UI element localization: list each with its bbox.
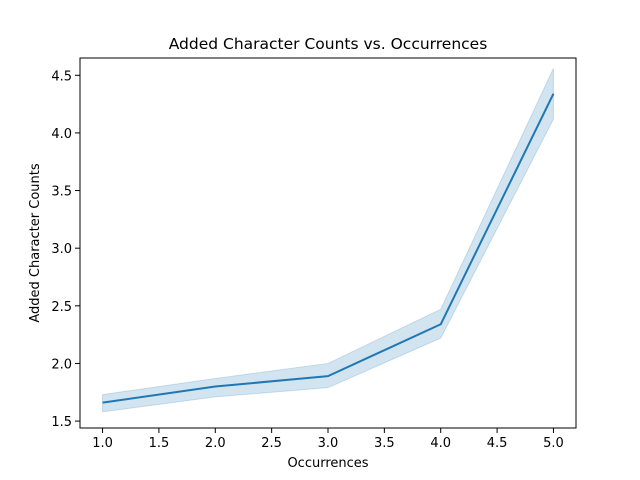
x-tick-label: 4.5: [487, 436, 508, 451]
chart-title: Added Character Counts vs. Occurrences: [169, 35, 488, 53]
x-tick-label: 3.5: [374, 436, 395, 451]
y-tick-label: 2.5: [51, 300, 72, 315]
y-tick-label: 4.5: [51, 69, 72, 84]
y-axis: 1.5 2.0 2.5 3.0 3.5 4.0 4.5: [51, 69, 80, 430]
series-line: [102, 93, 555, 404]
x-tick-label: 1.5: [149, 436, 170, 451]
y-tick-label: 2.0: [51, 357, 72, 372]
plot-area: [102, 68, 555, 413]
x-tick-label: 3.0: [318, 436, 339, 451]
x-tick-label: 4.0: [430, 436, 451, 451]
y-tick-label: 3.0: [51, 242, 72, 257]
x-axis: 1.0 1.5 2.0 2.5 3.0 3.5 4.0 4.5 5.0: [92, 428, 564, 451]
y-axis-label: Added Character Counts: [28, 163, 43, 322]
y-tick-label: 1.5: [51, 415, 72, 430]
x-tick-label: 5.0: [543, 436, 564, 451]
x-tick-label: 2.5: [261, 436, 282, 451]
x-tick-label: 1.0: [92, 436, 113, 451]
y-tick-label: 3.5: [51, 185, 72, 200]
x-tick-label: 2.0: [205, 436, 226, 451]
x-axis-label: Occurrences: [287, 456, 368, 471]
y-tick-label: 4.0: [51, 127, 72, 142]
confidence-band: [102, 68, 554, 413]
